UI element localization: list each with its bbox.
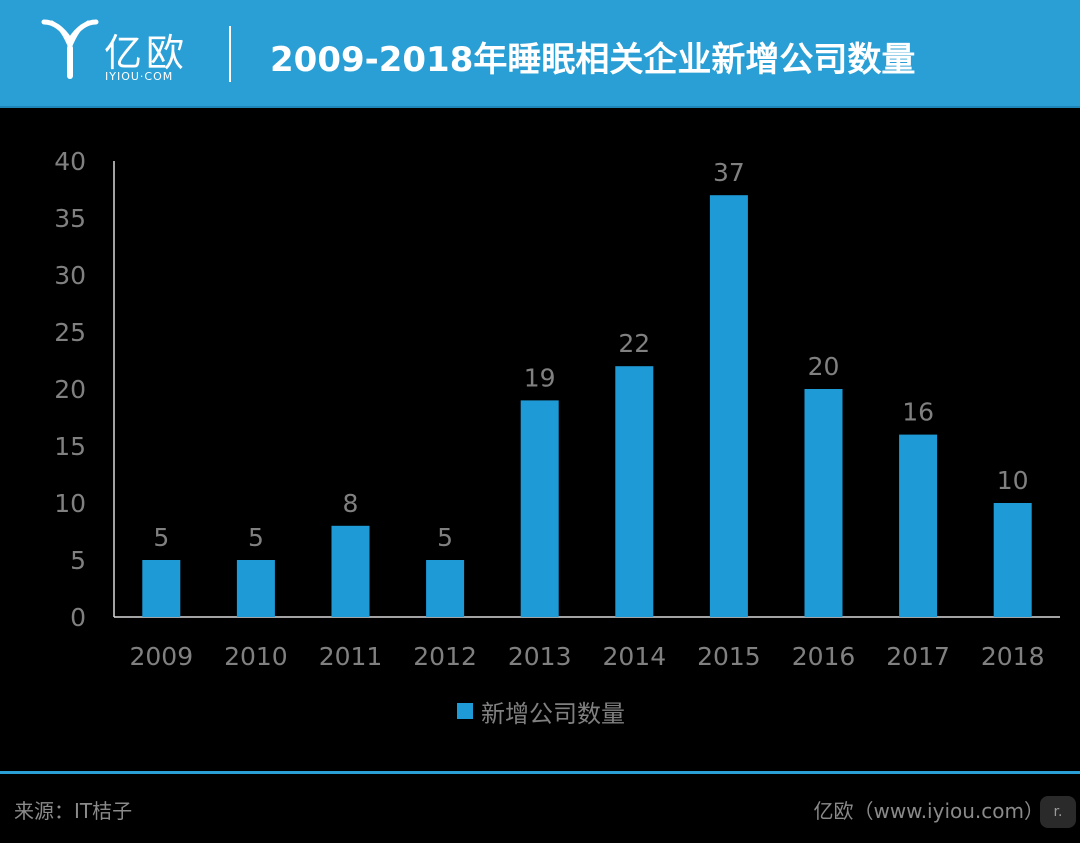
chart-legend: 新增公司数量 [457, 697, 625, 728]
y-tick-label: 35 [54, 204, 86, 233]
x-tick-label-2013: 2013 [508, 642, 572, 671]
data-label-2011: 8 [343, 489, 359, 518]
y-tick-label: 30 [54, 261, 86, 290]
header-bar: 亿欧 IYIOU·COM 2009-2018年睡眠相关企业新增公司数量 [0, 0, 1080, 108]
bar-2015 [709, 195, 748, 617]
legend-swatch [457, 703, 473, 719]
y-tick-label: 5 [70, 546, 86, 575]
x-tick-label-2009: 2009 [129, 642, 193, 671]
bar-chart: 0510152025303540520095201082011520121920… [54, 147, 1060, 671]
bar-2016 [804, 389, 843, 617]
y-tick-label: 15 [54, 432, 86, 461]
footer-divider [0, 771, 1080, 774]
data-label-2009: 5 [153, 523, 169, 552]
data-label-2016: 20 [808, 352, 840, 381]
x-tick-label-2010: 2010 [224, 642, 288, 671]
watermark-icon: r. [1040, 796, 1076, 828]
x-tick-label-2012: 2012 [413, 642, 477, 671]
bar-2011 [331, 525, 370, 617]
page-title: 2009-2018年睡眠相关企业新增公司数量 [270, 40, 916, 80]
logo-domain-text: IYIOU·COM [105, 70, 174, 83]
source-text: 来源：IT桔子 [14, 799, 133, 823]
data-label-2018: 10 [997, 466, 1029, 495]
bar-2017 [899, 434, 938, 617]
data-label-2010: 5 [248, 523, 264, 552]
data-label-2012: 5 [437, 523, 453, 552]
bar-2014 [615, 366, 654, 617]
bar-2018 [993, 503, 1032, 617]
x-tick-label-2017: 2017 [886, 642, 950, 671]
y-tick-label: 25 [54, 318, 86, 347]
x-tick-label-2016: 2016 [792, 642, 856, 671]
y-tick-label: 20 [54, 375, 86, 404]
yiou-logo-icon [41, 19, 99, 79]
credit-text: 亿欧（www.iyiou.com） [813, 799, 1044, 823]
y-tick-label: 40 [54, 147, 86, 176]
logo-text: 亿欧 [104, 31, 189, 75]
y-tick-label: 10 [54, 489, 86, 518]
legend-label: 新增公司数量 [481, 699, 625, 728]
data-label-2013: 19 [524, 363, 556, 392]
bar-2010 [236, 560, 275, 617]
bar-2012 [426, 560, 465, 617]
data-label-2015: 37 [713, 158, 745, 187]
x-tick-label-2011: 2011 [319, 642, 383, 671]
y-tick-label: 0 [70, 603, 86, 632]
data-label-2014: 22 [618, 329, 650, 358]
data-label-2017: 16 [902, 398, 934, 427]
bar-2009 [142, 560, 181, 617]
x-tick-label-2018: 2018 [981, 642, 1045, 671]
x-tick-label-2014: 2014 [602, 642, 666, 671]
header-divider [229, 26, 231, 82]
bar-2013 [520, 400, 559, 617]
x-tick-label-2015: 2015 [697, 642, 761, 671]
